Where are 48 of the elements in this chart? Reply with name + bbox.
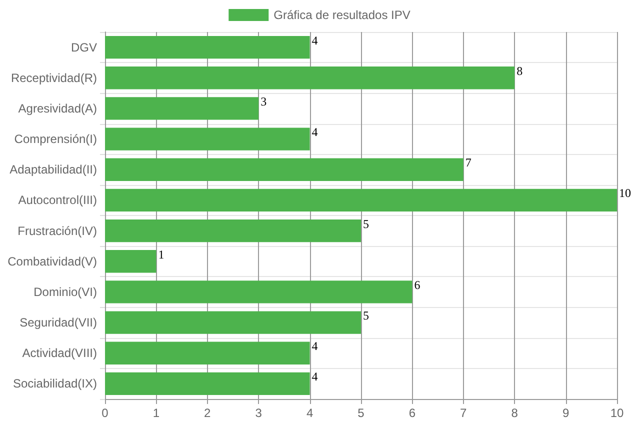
data-label: 7 (465, 156, 472, 170)
x-tick-label: 9 (562, 406, 570, 420)
x-tick-label: 7 (460, 406, 468, 420)
y-tick-label: Comprensión(I) (14, 132, 97, 146)
x-tick-label: 4 (306, 406, 314, 420)
bar (105, 219, 361, 242)
bar (105, 128, 310, 150)
data-label: 1 (158, 247, 164, 262)
y-tick-label: Dominio(VI) (34, 284, 97, 299)
y-tick-label: Agresividad(A) (18, 101, 97, 116)
bar (105, 97, 259, 120)
x-tick-label: 1 (152, 406, 160, 420)
bar (105, 158, 464, 181)
y-tick-label: Adaptabilidad(II) (10, 162, 97, 177)
y-tick-label: DGV (70, 40, 97, 54)
bar (105, 36, 310, 59)
x-tick-label: 3 (255, 406, 262, 420)
y-tick-label: Seguridad(VII) (20, 316, 97, 330)
y-tick-label: Receptividad(R) (10, 70, 97, 85)
bar (105, 311, 361, 334)
bar (105, 280, 412, 304)
y-tick-label: Frustración(IV) (18, 224, 97, 238)
bar (105, 188, 617, 212)
bar (105, 342, 310, 364)
y-tick-label: Actividad(VIII) (22, 346, 97, 360)
bar (105, 250, 156, 273)
data-label: 6 (414, 278, 420, 292)
data-label: 10 (619, 186, 631, 200)
y-tick-label: Combatividad(V) (8, 254, 97, 268)
x-tick-label: 8 (511, 406, 518, 420)
data-label: 5 (363, 308, 369, 323)
x-tick-label: 10 (610, 406, 624, 420)
data-label: 5 (363, 216, 369, 231)
data-label: 3 (260, 94, 267, 108)
x-tick-label: 5 (358, 406, 365, 420)
y-tick-label: Autocontrol(III) (18, 193, 97, 208)
y-tick-label: Sociabilidad(IX) (12, 376, 97, 391)
x-tick-label: 0 (102, 406, 109, 420)
x-tick-label: 6 (408, 406, 416, 420)
data-label: 8 (516, 64, 523, 78)
legend-label: Gráfica de resultados IPV (274, 8, 410, 22)
data-label: 4 (312, 125, 318, 140)
x-tick-label: 2 (204, 406, 212, 420)
bar (105, 372, 310, 396)
bar (105, 66, 515, 90)
data-label: 4 (312, 370, 318, 384)
data-label: 4 (312, 33, 318, 48)
data-label: 4 (312, 339, 318, 354)
